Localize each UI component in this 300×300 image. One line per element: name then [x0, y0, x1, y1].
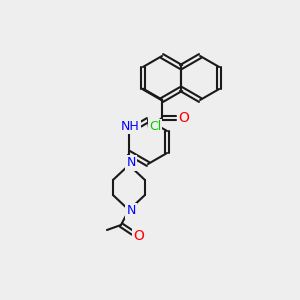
- Text: NH: NH: [121, 119, 140, 133]
- Text: O: O: [134, 229, 144, 243]
- Text: O: O: [178, 111, 189, 125]
- Text: Cl: Cl: [149, 121, 161, 134]
- Text: N: N: [126, 205, 136, 218]
- Text: N: N: [126, 157, 136, 169]
